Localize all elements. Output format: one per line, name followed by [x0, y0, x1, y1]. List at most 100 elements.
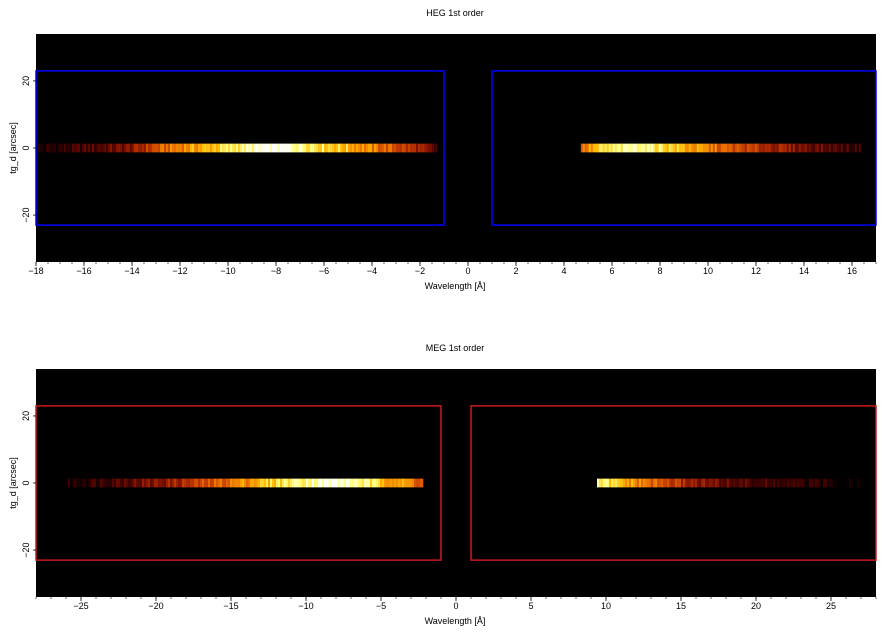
meg-x-tick-label: −5 — [376, 601, 386, 611]
heg-spectrum-bin — [114, 143, 117, 153]
meg-spectrum-bin — [803, 478, 806, 488]
heg-spectrum-bin — [666, 143, 670, 153]
meg-spectrum-bin — [322, 478, 325, 488]
meg-spectrum-bin — [168, 478, 171, 488]
meg-spectrum-bin — [691, 478, 694, 488]
meg-spectrum-bin — [617, 478, 620, 488]
meg-spectrum-bin — [767, 478, 770, 488]
meg-spectrum-bin — [248, 478, 251, 488]
meg-spectrum-bin — [827, 478, 830, 488]
heg-spectrum-bin — [432, 143, 435, 153]
meg-spectrum-bin — [741, 478, 744, 488]
meg-spectrum-bin — [258, 478, 261, 488]
meg-spectrum-bin — [152, 478, 155, 488]
heg-spectrum-bin — [816, 143, 820, 153]
meg-spectrum-bin — [410, 478, 413, 488]
heg-spectrum-bin — [734, 143, 738, 153]
meg-spectrum-bin — [661, 478, 664, 488]
heg-spectrum-bin — [642, 143, 646, 153]
heg-spectrum-bin — [640, 143, 644, 153]
heg-spectrum-bin — [616, 143, 620, 153]
heg-x-tick-label: 10 — [703, 266, 713, 276]
heg-x-tick-label: 4 — [561, 266, 566, 276]
heg-spectrum-bin — [848, 143, 852, 153]
heg-spectrum-bin — [380, 143, 383, 153]
heg-extraction-region — [491, 70, 877, 226]
heg-spectrum-bin — [430, 143, 433, 153]
heg-spectrum-bin — [636, 143, 640, 153]
heg-spectrum-bin — [782, 143, 786, 153]
heg-spectrum-bin — [362, 143, 365, 153]
heg-spectrum-bin — [42, 143, 45, 153]
heg-spectrum-bin — [582, 143, 586, 153]
meg-spectrum-bin — [785, 478, 788, 488]
meg-spectrum-bin — [625, 478, 628, 488]
heg-spectrum-bin — [316, 143, 319, 153]
heg-spectrum-bin — [134, 143, 137, 153]
heg-spectrum-bin — [388, 143, 391, 153]
meg-spectrum-bin — [713, 478, 716, 488]
heg-spectrum-bin — [344, 143, 347, 153]
meg-spectrum-bin — [306, 478, 309, 488]
heg-spectrum-bin — [716, 143, 720, 153]
meg-spectrum-bin — [94, 478, 97, 488]
meg-spectrum-bin — [615, 478, 618, 488]
meg-spectrum-bin — [392, 478, 395, 488]
meg-spectrum-bin — [250, 478, 253, 488]
heg-spectrum-bin — [846, 143, 850, 153]
meg-x-tick-label: −10 — [298, 601, 313, 611]
meg-spectrum-bin — [793, 478, 796, 488]
heg-spectrum-bin — [94, 143, 97, 153]
meg-spectrum-bin — [715, 478, 718, 488]
meg-spectrum-bin — [172, 478, 175, 488]
meg-spectrum-bin — [272, 478, 275, 488]
meg-spectrum-bin — [394, 478, 397, 488]
heg-spectrum-bin — [812, 143, 816, 153]
heg-spectrum-bin — [278, 143, 281, 153]
heg-y-tick-label: −20 — [21, 207, 31, 222]
meg-spectrum-bin — [613, 478, 616, 488]
meg-spectrum-bin — [823, 478, 826, 488]
meg-spectrum-bin — [597, 478, 600, 488]
meg-x-tick-label: 15 — [676, 601, 686, 611]
meg-spectrum-bin — [851, 478, 854, 488]
heg-spectrum-bin — [784, 143, 788, 153]
meg-x-axis-label: Wavelength [Å] — [425, 616, 486, 626]
meg-spectrum-bin — [262, 478, 265, 488]
meg-spectrum-bin — [210, 478, 213, 488]
meg-spectrum-bin — [340, 478, 343, 488]
heg-x-axis-label: Wavelength [Å] — [425, 281, 486, 291]
heg-spectrum-bin — [194, 143, 197, 153]
meg-spectrum-bin — [667, 478, 670, 488]
meg-x-tick-label: 25 — [826, 601, 836, 611]
meg-spectrum-bin — [192, 478, 195, 488]
heg-spectrum-bin — [112, 143, 115, 153]
heg-spectrum-bin — [70, 143, 73, 153]
meg-spectrum-bin — [224, 478, 227, 488]
heg-spectrum-bin — [394, 143, 397, 153]
meg-spectrum-bin — [92, 478, 95, 488]
meg-spectrum-bin — [196, 478, 199, 488]
meg-spectrum-bin — [318, 478, 321, 488]
meg-spectrum-bin — [160, 478, 163, 488]
meg-spectrum-bin — [256, 478, 259, 488]
heg-spectrum-bin — [814, 143, 818, 153]
meg-y-axis-ticks: −20 0 20 — [21, 411, 36, 558]
meg-spectrum-bin — [711, 478, 714, 488]
heg-spectrum-bin — [368, 143, 371, 153]
meg-spectrum-bin — [338, 478, 341, 488]
meg-spectrum-bin — [266, 478, 269, 488]
heg-spectrum-bin — [354, 143, 357, 153]
meg-spectrum-bin — [244, 478, 247, 488]
meg-spectrum-bin — [605, 478, 608, 488]
meg-spectrum-bin — [86, 478, 89, 488]
meg-spectrum-bin — [72, 478, 75, 488]
heg-spectrum-bin — [192, 143, 195, 153]
meg-y-axis-label: tg_d [arcsec] — [8, 457, 18, 509]
meg-spectrum-bin — [789, 478, 792, 488]
meg-spectrum-bin — [278, 478, 281, 488]
meg-spectrum-bin — [202, 478, 205, 488]
heg-x-tick-label: 16 — [847, 266, 857, 276]
meg-spectrum-bin — [835, 478, 838, 488]
meg-spectrum-bin — [180, 478, 183, 488]
